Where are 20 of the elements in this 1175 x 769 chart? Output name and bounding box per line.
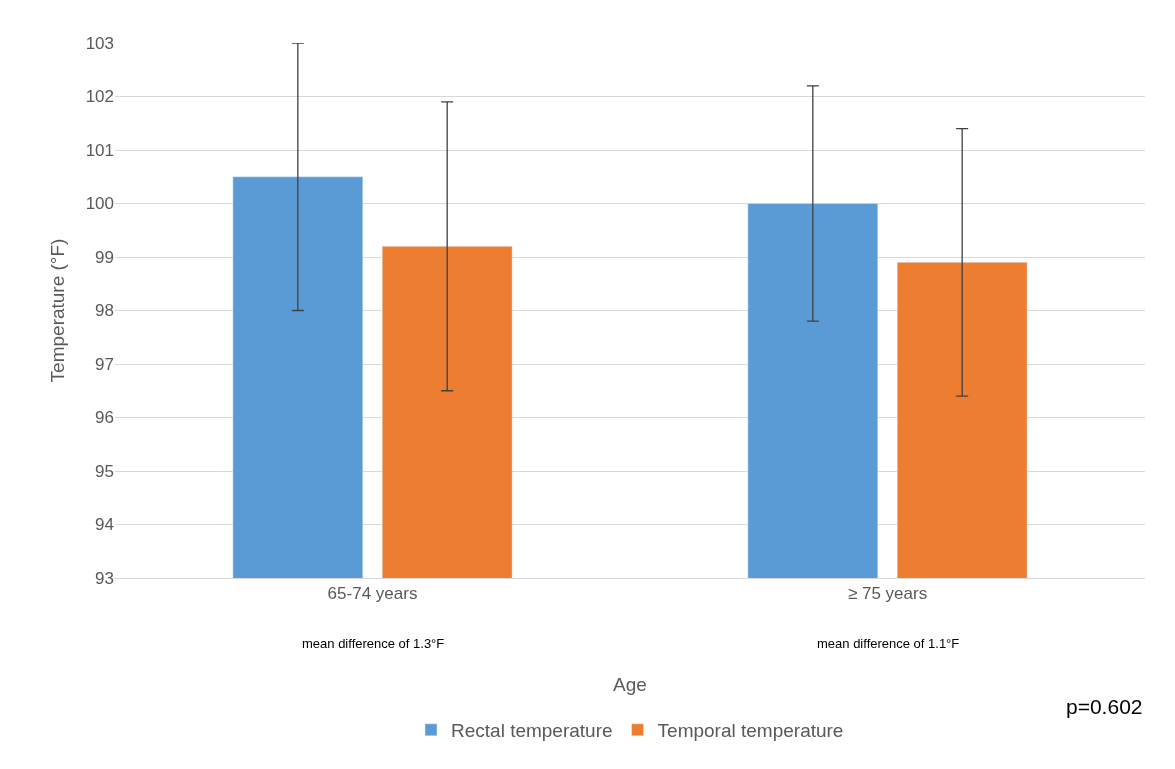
y-tick-label: 99 bbox=[95, 247, 114, 267]
text: mean difference of 1.1°F bbox=[817, 636, 960, 651]
y-tick-label: 98 bbox=[95, 301, 114, 321]
x-tick-label: 65-74 years bbox=[327, 584, 418, 604]
x-axis-title: Age bbox=[613, 674, 647, 696]
y-tick-label: 101 bbox=[85, 140, 114, 160]
y-tick-label: 103 bbox=[85, 33, 114, 53]
y-tick-label: 94 bbox=[95, 515, 114, 535]
y-axis-title: Temperature (°F) bbox=[47, 238, 69, 383]
y-tick-label: 100 bbox=[85, 194, 114, 214]
text: p=0.602 bbox=[1066, 695, 1143, 718]
y-tick-label: 96 bbox=[95, 408, 114, 428]
y-tick-label: 102 bbox=[85, 87, 114, 107]
y-tick-label: 95 bbox=[95, 461, 114, 481]
x-tick-label: ≥ 75 years bbox=[847, 584, 928, 604]
legend-label: Rectal temperature bbox=[451, 720, 613, 742]
text: mean difference of 1.3°F bbox=[302, 636, 445, 651]
y-tick-label: 97 bbox=[95, 354, 114, 374]
legend-label: Temporal temperature bbox=[657, 720, 844, 742]
y-tick-label: 93 bbox=[95, 568, 114, 588]
